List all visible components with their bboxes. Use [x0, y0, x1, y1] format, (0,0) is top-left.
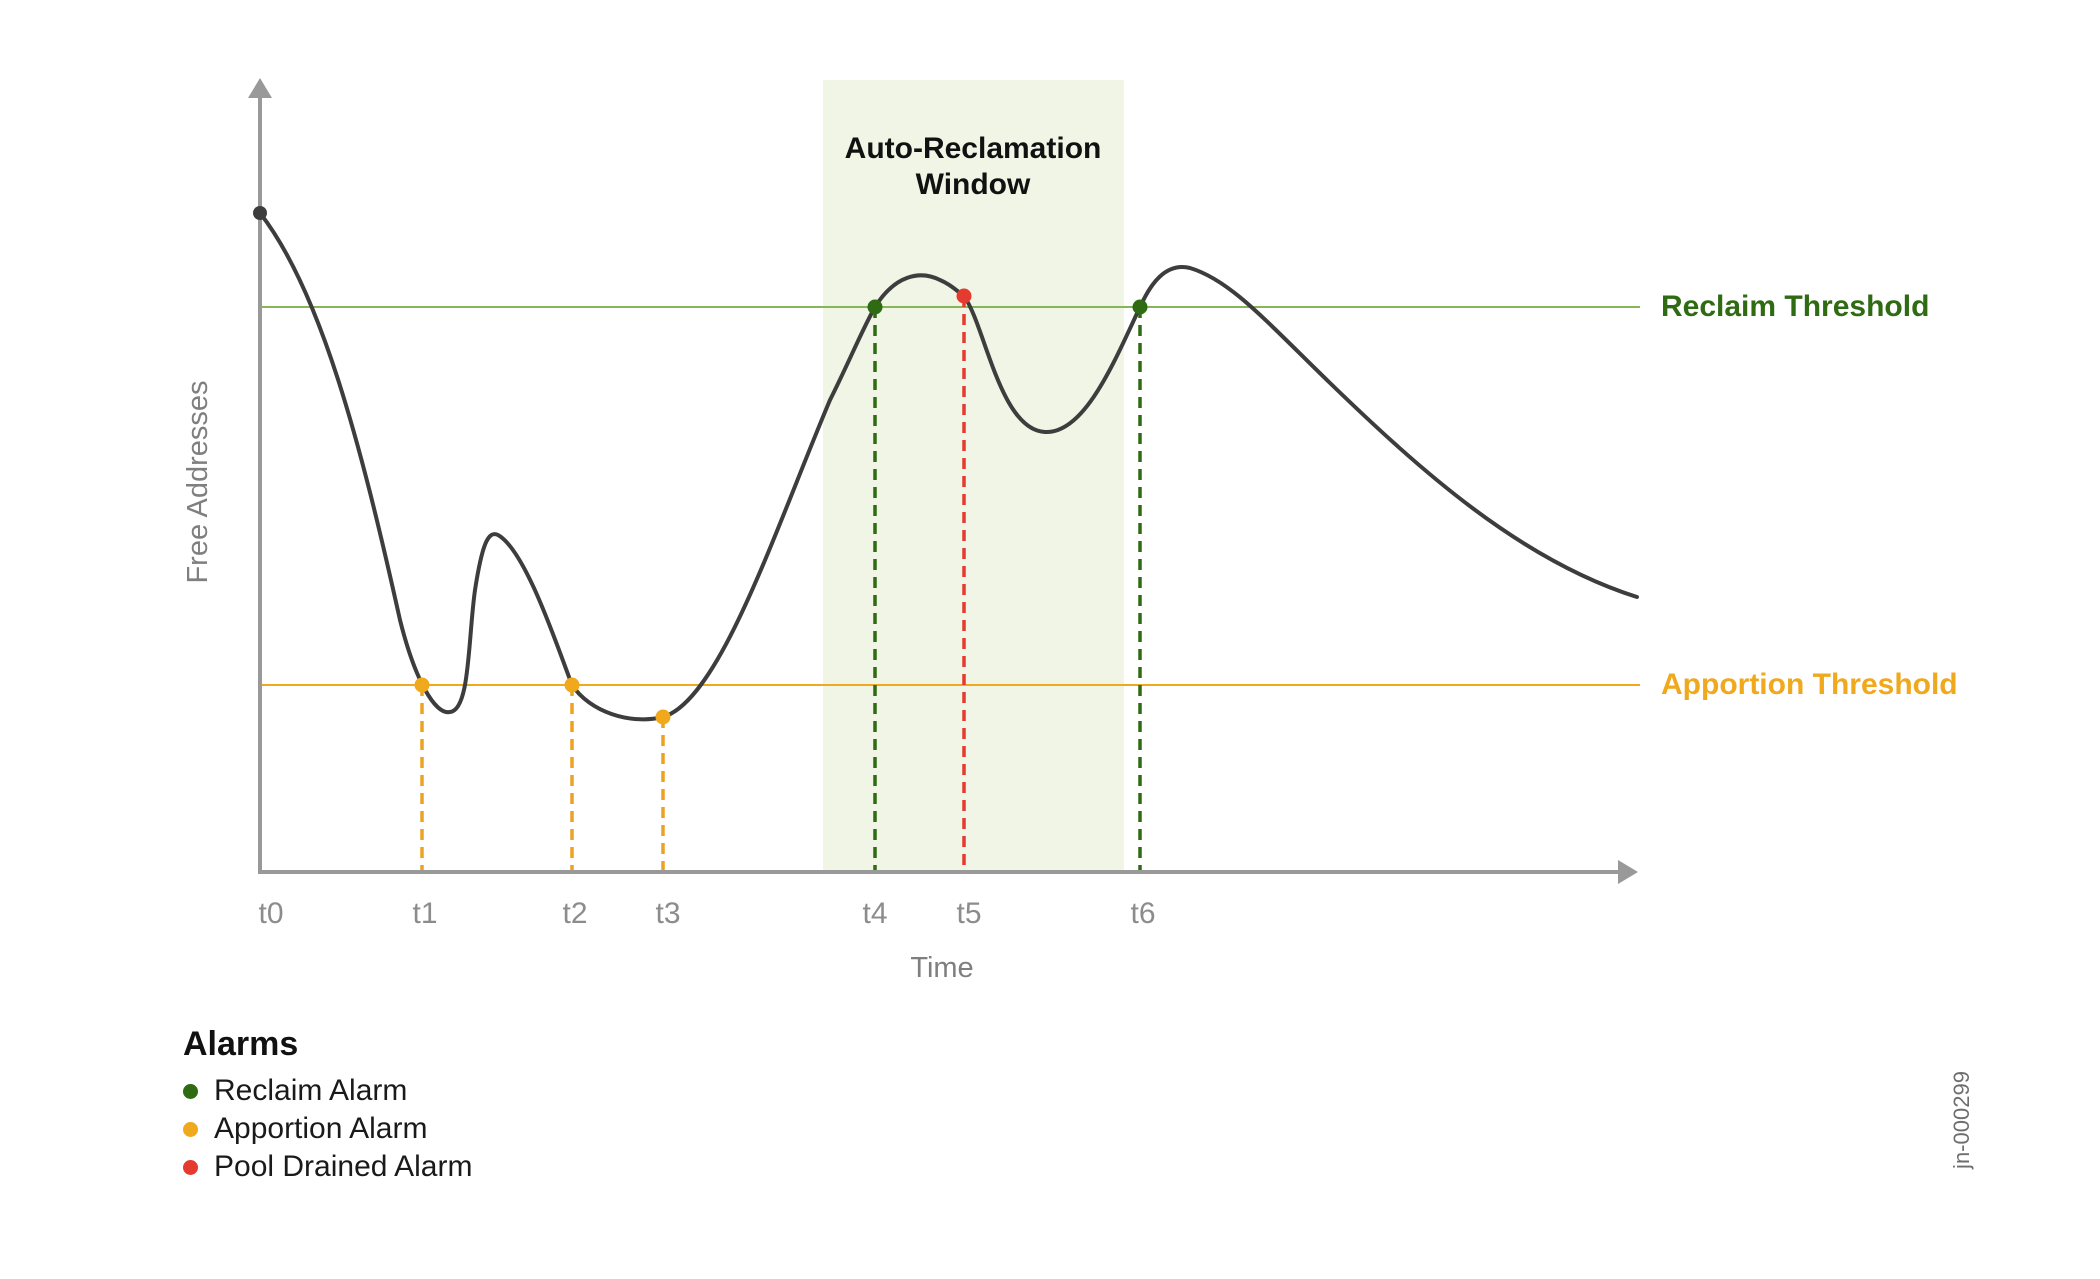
- pool-drained-alarm-dot-icon: [183, 1159, 198, 1175]
- apportion-alarm-dot-icon: [183, 1121, 198, 1137]
- window-title-line2: Window: [916, 168, 1031, 201]
- legend-item-label: Pool Drained Alarm: [214, 1150, 473, 1183]
- tick-label-t1: t1: [412, 897, 437, 930]
- figure-id: jn-000299: [1949, 1071, 1974, 1169]
- x-axis-title: Time: [910, 952, 973, 984]
- legend-item-label: Apportion Alarm: [214, 1112, 428, 1145]
- auto-reclamation-window: [823, 80, 1124, 872]
- window-title-line1: Auto-Reclamation: [845, 132, 1102, 165]
- legend-item-label: Reclaim Alarm: [214, 1074, 408, 1107]
- legend-item-reclaim: Reclaim Alarm: [183, 1072, 472, 1110]
- tick-label-t4: t4: [862, 897, 887, 930]
- reclaim-alarm-dot-t6: [1132, 299, 1148, 315]
- tick-label-t5: t5: [956, 897, 981, 930]
- reclaim-threshold-label: Reclaim Threshold: [1661, 290, 1929, 323]
- y-axis-title: Free Addresses: [182, 380, 214, 583]
- apportion-alarm-dot-t1: [414, 677, 430, 693]
- legend-title: Alarms: [183, 1025, 299, 1063]
- tick-label-t6: t6: [1130, 897, 1155, 930]
- pool-drained-alarm-dot-t5: [956, 288, 972, 304]
- apportion-threshold-label: Apportion Threshold: [1661, 668, 1958, 701]
- tick-label-t2: t2: [562, 897, 587, 930]
- tick-label-t0: t0: [258, 897, 283, 930]
- alarms-legend: Alarms Reclaim Alarm Apportion Alarm Poo…: [183, 1025, 472, 1186]
- x-axis-arrowhead: [1618, 860, 1638, 884]
- tick-label-t3: t3: [655, 897, 680, 930]
- free-addresses-curve: [258, 211, 1639, 722]
- apportion-alarm-dot-t3: [655, 709, 671, 725]
- legend-item-apportion: Apportion Alarm: [183, 1110, 472, 1148]
- reclaim-alarm-dot-icon: [183, 1083, 198, 1099]
- legend-item-pool-drained: Pool Drained Alarm: [183, 1148, 472, 1186]
- reclaim-alarm-dot-t4: [867, 299, 883, 315]
- apportion-alarm-dot-t2: [564, 677, 580, 693]
- start-point: [253, 206, 267, 220]
- y-axis-arrowhead: [248, 78, 272, 98]
